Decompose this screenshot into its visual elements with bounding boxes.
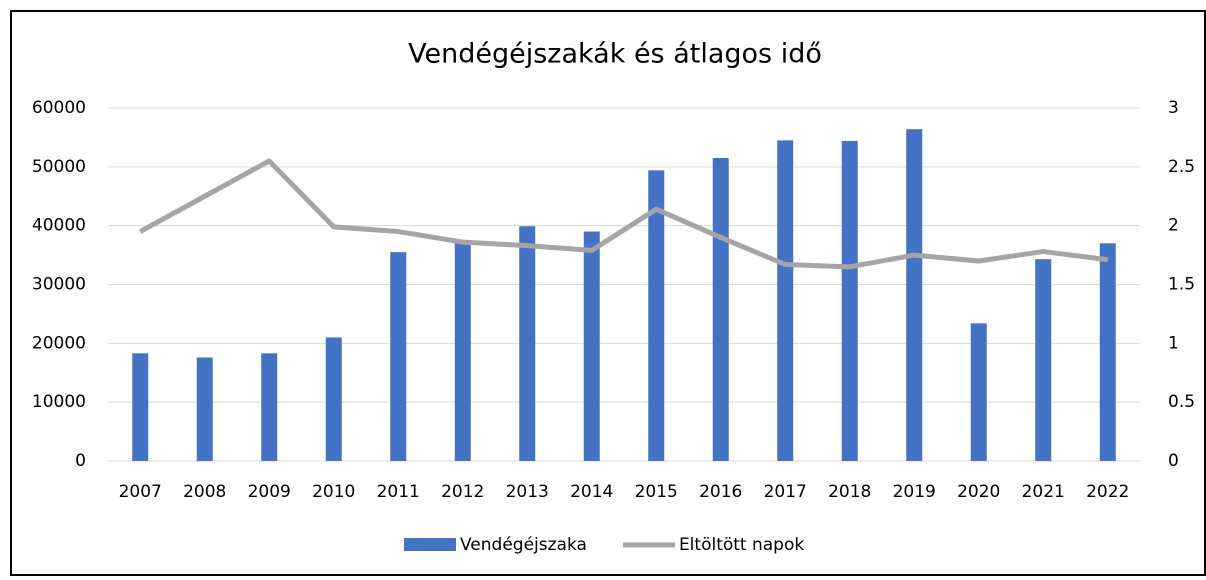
chart-frame [10,10,1206,576]
bar [648,170,665,461]
legend-label: Eltöltött napok [679,535,804,555]
bar [583,231,600,461]
y-tick-label: 60000 [32,98,86,118]
x-tick-label: 2018 [828,482,871,502]
x-tick-label: 2016 [699,482,742,502]
x-tick-label: 2020 [957,482,1000,502]
y-tick-label: 50000 [32,157,86,177]
bar [712,158,729,461]
line [139,158,1109,270]
y2-tick-label: 0.5 [1168,392,1195,412]
bar [390,252,407,461]
y2-tick-label: 0 [1168,451,1179,471]
y2-tick-label: 2.5 [1168,157,1195,177]
x-tick-label: 2009 [248,482,291,502]
x-tick-label: 2021 [1022,482,1065,502]
x-tick-label: 2014 [570,482,613,502]
x-tick-label: 2013 [506,482,549,502]
bar [841,140,858,462]
x-tick-label: 2007 [119,482,162,502]
bar [132,353,149,461]
x-tick-label: 2019 [893,482,936,502]
y-tick-label: 30000 [32,275,86,295]
y2-tick-label: 1 [1168,333,1179,353]
bar [970,323,987,461]
bar [261,353,278,461]
bar [1099,243,1116,461]
y-tick-label: 10000 [32,392,86,412]
bar [1035,259,1052,461]
bar [454,240,471,461]
x-tick-label: 2015 [635,482,678,502]
x-tick-label: 2011 [377,482,420,502]
y2-tick-label: 1.5 [1168,275,1195,295]
y-tick-label: 0 [75,451,86,471]
bar [196,357,213,461]
x-tick-label: 2022 [1086,482,1129,502]
legend-swatch [404,538,456,551]
bar [906,129,923,461]
x-tick-label: 2010 [312,482,355,502]
y-tick-label: 20000 [32,333,86,353]
x-tick-label: 2017 [764,482,807,502]
y-tick-label: 40000 [32,216,86,236]
x-tick-label: 2008 [183,482,226,502]
y2-tick-label: 3 [1168,98,1179,118]
bar [777,140,794,461]
bar [519,226,536,461]
bar [325,337,342,461]
x-tick-label: 2012 [441,482,484,502]
legend-label: Vendégéjszaka [460,535,587,555]
y2-tick-label: 2 [1168,216,1179,236]
chart-title: Vendégéjszakák és átlagos idő [408,39,822,70]
